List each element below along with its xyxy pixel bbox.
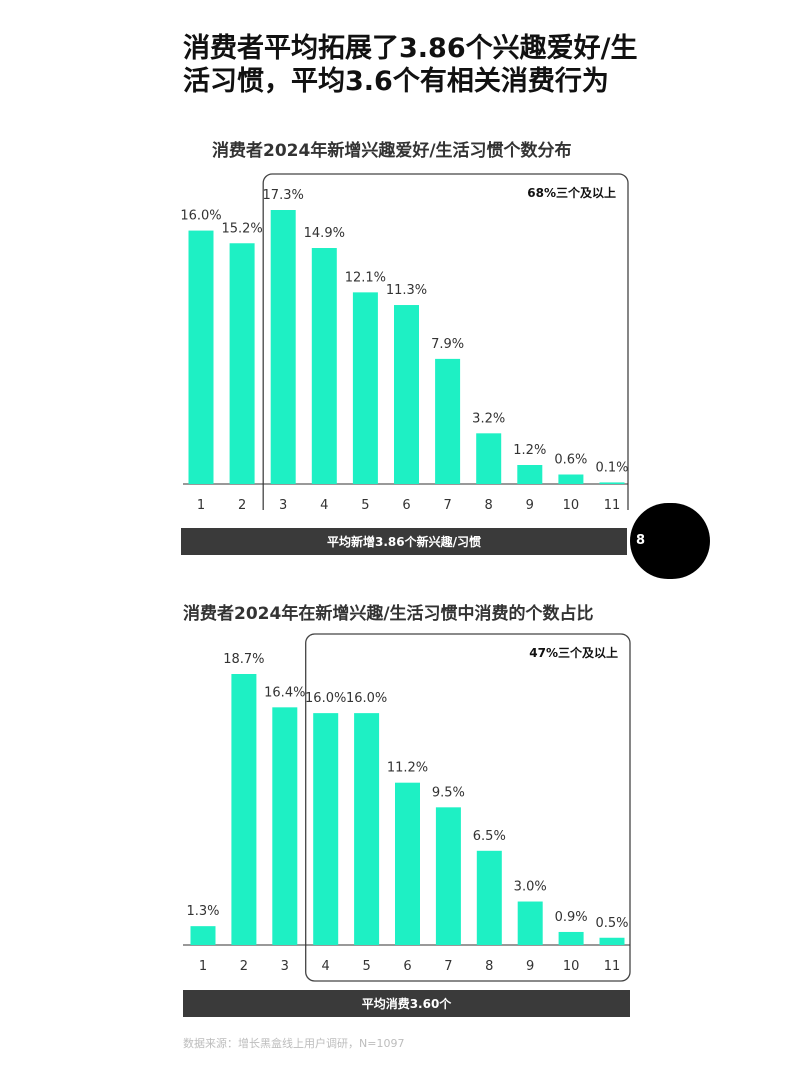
chart2-bar-2 xyxy=(231,674,257,945)
chart1-value-label-3: 17.3% xyxy=(263,188,304,203)
chart1-tick-4: 4 xyxy=(320,498,328,510)
chart2-title: 消费者2024年在新增兴趣/生活习惯中消费的个数占比 xyxy=(183,604,594,624)
chart1-value-label-5: 12.1% xyxy=(345,270,386,285)
chart1-summary: 平均新增3.86个新兴趣/习惯 xyxy=(181,528,627,555)
chart1-title: 消费者2024年新增兴趣爱好/生活习惯个数分布 xyxy=(212,141,572,161)
chart2-value-label-10: 0.9% xyxy=(555,910,588,925)
chart1-value-label-11: 0.1% xyxy=(595,460,628,475)
source-note: 数据来源：增长黑盒线上用户调研，N=1097 xyxy=(183,1037,405,1050)
chart1-tick-8: 8 xyxy=(485,498,493,510)
chart2: 47%三个及以上 1.3% 1 18.7% 2 16.4% 3 16.0% 4 16.0% 5 11.… xyxy=(183,633,631,982)
chart1-tick-2: 2 xyxy=(238,498,246,510)
chart1-value-label-7: 7.9% xyxy=(431,337,464,352)
chart1-tick-5: 5 xyxy=(361,498,369,510)
chart2-bar-11 xyxy=(599,937,625,945)
chart1-value-label-10: 0.6% xyxy=(554,452,587,467)
chart2-highlight-label: 47%三个及以上 xyxy=(529,645,618,660)
chart2-bar-6 xyxy=(395,782,420,945)
chart2-tick-4: 4 xyxy=(322,959,330,974)
chart2-tick-9: 9 xyxy=(526,959,534,974)
chart2-value-label-8: 6.5% xyxy=(473,829,506,844)
headline: 消费者平均拓展了3.86个兴趣爱好/生活习惯，平均3.6个有相关消费行为 xyxy=(183,33,638,97)
chart1-tick-3: 3 xyxy=(279,498,287,510)
chart2-tick-6: 6 xyxy=(403,959,411,974)
chart1-value-label-2: 15.2% xyxy=(221,221,262,236)
chart1-tick-1: 1 xyxy=(197,498,205,510)
chart2-value-label-2: 18.7% xyxy=(223,652,264,667)
chart1-value-label-9: 1.2% xyxy=(513,443,546,458)
chart1: 68%三个及以上 16.0% 1 15.2% 2 17.3% 3 14.9% 4 12.1% 5 11… xyxy=(180,173,629,510)
chart2-value-label-3: 16.4% xyxy=(264,685,305,700)
chart2-value-label-5: 16.0% xyxy=(346,691,387,706)
chart2-tick-1: 1 xyxy=(199,959,207,974)
chart1-value-label-6: 11.3% xyxy=(386,283,427,298)
chart1-bar-10 xyxy=(558,474,584,484)
chart1-tick-10: 10 xyxy=(563,498,580,510)
chart2-highlight-box xyxy=(305,633,631,982)
chart2-tick-5: 5 xyxy=(362,959,370,974)
chart2-bar-4 xyxy=(313,713,339,945)
chart1-bar-7 xyxy=(435,358,461,484)
chart2-value-label-7: 9.5% xyxy=(432,785,465,800)
chart2-bar-1 xyxy=(190,926,216,945)
chart2-value-label-11: 0.5% xyxy=(595,916,628,931)
chart2-tick-8: 8 xyxy=(485,959,493,974)
chart1-tick-7: 7 xyxy=(443,498,451,510)
page-number: 8 xyxy=(636,533,646,548)
chart1-highlight-box xyxy=(262,173,629,510)
chart1-bar-9 xyxy=(517,464,543,484)
chart1-tick-9: 9 xyxy=(526,498,534,510)
chart2-tick-10: 10 xyxy=(563,959,580,974)
chart1-highlight-label: 68%三个及以上 xyxy=(527,185,616,200)
chart1-tick-6: 6 xyxy=(402,498,410,510)
chart2-bar-8 xyxy=(476,850,502,945)
chart2-tick-2: 2 xyxy=(240,959,248,974)
chart2-tick-7: 7 xyxy=(444,959,452,974)
chart2-value-label-6: 11.2% xyxy=(387,761,428,776)
chart1-bar-2 xyxy=(229,243,255,484)
chart1-tick-11: 11 xyxy=(604,498,621,510)
chart2-bar-5 xyxy=(354,713,380,945)
chart1-bar-3 xyxy=(270,210,296,484)
chart2-bar-10 xyxy=(558,931,584,945)
chart1-value-label-1: 16.0% xyxy=(180,209,221,224)
chart2-bar-9 xyxy=(517,901,543,945)
chart1-value-label-4: 14.9% xyxy=(304,226,345,241)
chart2-bar-7 xyxy=(435,807,461,945)
chart2-tick-3: 3 xyxy=(281,959,289,974)
chart2-value-label-1: 1.3% xyxy=(186,904,219,919)
chart1-bar-4 xyxy=(311,248,337,484)
chart1-bar-1 xyxy=(188,230,214,484)
chart2-summary: 平均消费3.60个 xyxy=(183,990,630,1017)
chart1-value-label-8: 3.2% xyxy=(472,411,505,426)
chart1-bar-8 xyxy=(476,433,502,484)
chart2-tick-11: 11 xyxy=(604,959,621,974)
page-tab xyxy=(630,503,710,579)
chart2-value-label-4: 16.0% xyxy=(305,691,346,706)
chart1-bar-6 xyxy=(394,305,419,484)
chart2-bar-3 xyxy=(272,707,298,945)
chart1-bar-5 xyxy=(352,292,378,484)
chart2-value-label-9: 3.0% xyxy=(514,880,547,895)
chart1-bar-11 xyxy=(599,482,625,484)
